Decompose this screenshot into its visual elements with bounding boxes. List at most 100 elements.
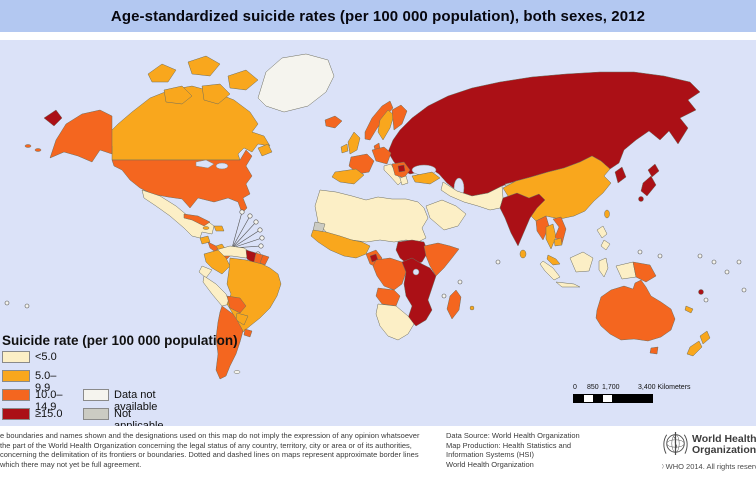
region-canada-island [163,85,193,105]
who-logo-block: World Health Organization © WHO 2014. Al… [662,428,756,484]
who-logo-text: World Health Organization [692,434,756,455]
region-southern-africa [375,303,415,341]
disclaimer-line: which there may not yet be full agreemen… [0,459,142,469]
region-japan [640,175,657,197]
disclaimer-line: concerning the delimitation of its front… [0,450,419,460]
region-png [632,261,657,283]
region-ireland [340,143,349,154]
region-tasmania [649,346,659,355]
region-italy [383,163,403,186]
region-paraguay [235,312,249,326]
region-philippines [596,225,608,239]
region-aleutians [24,144,32,148]
region-canada-island [187,55,221,77]
region-madagascar [446,289,462,320]
region-aleutians [34,148,42,152]
region-jamaica [202,226,210,230]
source-line: Information Systems (HSI) [446,450,534,460]
region-sumatra [539,260,561,281]
region-cuba [183,213,211,227]
title-bar: Age-standardized suicide rates (per 100 … [0,0,756,32]
data-source-block: Data Source: World Health Organization M… [446,431,580,469]
region-canada-island [201,83,231,105]
region-thailand [545,223,557,250]
region-fiji [698,289,704,295]
region-japan [647,163,660,178]
disclaimer-line: e boundaries and names shown and the des… [0,431,420,440]
region-newfoundland [257,143,273,157]
disclaimer-line: the part of the World Health Organizatio… [0,440,412,450]
region-angola [375,287,401,307]
region-uruguay [243,328,253,338]
world-map [4,53,747,380]
region-brazil [226,257,282,333]
region-bolivia [226,295,247,314]
scale-tick-1700: 1,700 [602,384,620,391]
copyright-text: © WHO 2014. All rights reserved [662,462,756,471]
region-dr-congo [372,257,407,291]
who-logo-line1: World Health [692,433,756,445]
region-australia [595,279,676,342]
scale-tick-3400: 3,400 Kilometers [638,384,691,391]
region-central-europe [371,146,392,165]
great-lakes [215,162,229,170]
region-mauritius [469,305,475,311]
region-new-zealand [699,330,711,345]
region-malaysia [546,254,561,266]
region-guatemala [199,235,211,245]
disclaimer-text: e boundaries and names shown and the des… [0,431,430,469]
region-new-zealand [686,340,703,357]
region-canada-island [147,63,177,83]
region-japan [638,196,644,202]
scale-bar: 0 850 1,700 3,400 Kilometers [572,384,722,406]
region-finland [391,104,408,131]
region-sudan [395,239,429,267]
region-greece [399,175,409,186]
source-line: World Health Organization [446,459,534,469]
region-korea [614,166,627,184]
source-line: Data Source: World Health Organization [446,431,580,440]
scale-tick-0: 0 [573,384,577,391]
region-iceland [324,115,343,129]
great-lakes [195,159,215,169]
region-west-papua [615,261,637,280]
region-sulawesi [598,257,609,278]
region-java [555,281,581,288]
region-russia-cis [387,71,701,197]
region-taiwan [604,209,610,219]
region-india [499,192,546,247]
region-uk [347,131,361,155]
region-sri-lanka [519,249,527,259]
region-chukotka [43,109,63,127]
region-sweden [377,109,395,141]
region-new-caledonia [684,305,694,314]
region-colombia [203,249,231,275]
region-canada-island [227,69,259,91]
source-line: Map Production: Health Statistics and [446,440,572,450]
region-hispaniola [213,225,225,232]
map-area: Suicide rate (per 100 000 population) <5… [0,40,756,432]
region-ecuador [198,265,213,279]
region-canada [103,85,271,161]
small-islands [4,249,747,309]
scale-bar-segments [573,394,653,403]
footer: e boundaries and names shown and the des… [0,426,756,486]
region-argentina-chile [215,305,244,380]
region-middle-east [425,199,467,231]
lake-victoria [412,268,420,276]
region-borneo [569,251,594,273]
region-serbia [397,164,406,173]
who-logo-line2: Organization [692,443,756,456]
region-alaska [49,109,113,163]
region-turkey [411,171,441,185]
region-east-africa [401,257,437,327]
region-french-guiana [259,254,270,266]
region-greenland [257,53,335,113]
page-title: Age-standardized suicide rates (per 100 … [110,7,646,25]
region-cambodia [553,237,563,247]
region-mexico [141,189,215,239]
region-peru [202,275,231,307]
region-spain-portugal [331,168,365,185]
region-philippines [600,239,611,251]
region-ethiopia-horn [423,242,460,277]
